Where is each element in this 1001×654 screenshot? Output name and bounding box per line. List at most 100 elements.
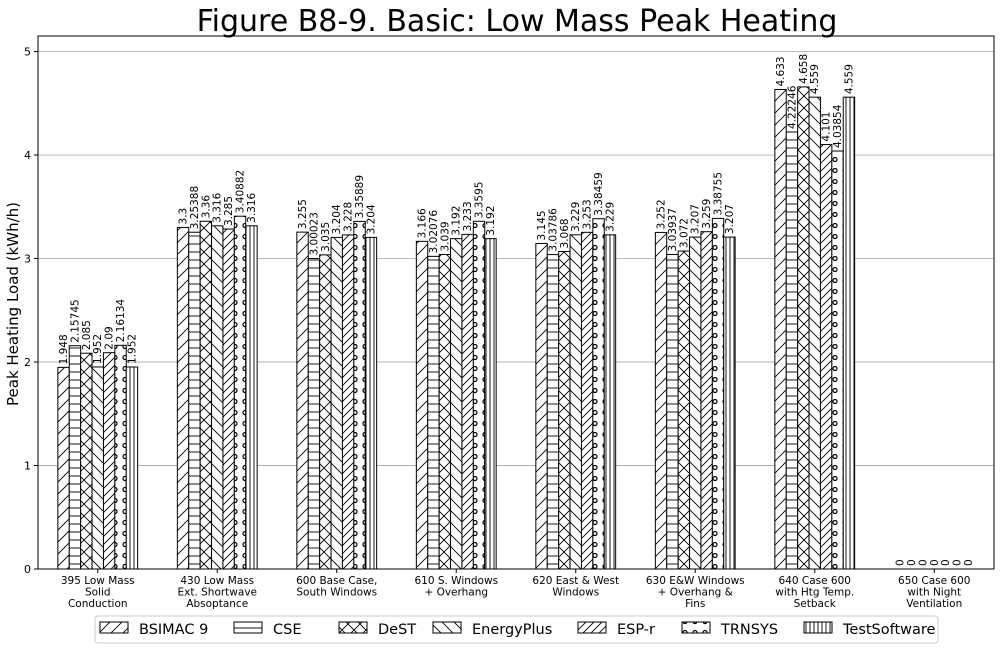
data-labels: 1.948 3.3 3.255 3.166 3.145 3.252 4.633 0 2.1574… <box>58 54 975 566</box>
bar <box>535 243 548 570</box>
y-tick-label: 2 <box>24 356 31 369</box>
bar <box>125 366 139 570</box>
legend-swatch <box>803 621 833 634</box>
data-label: 3.00023 <box>308 212 320 255</box>
bar <box>666 253 679 570</box>
data-label: 3.255 <box>297 199 309 229</box>
bar <box>700 231 713 570</box>
bar <box>211 225 224 570</box>
x-tick-label: Windows <box>552 587 599 599</box>
x-tick-label: 430 Low Mass <box>180 575 254 587</box>
data-label: 0 <box>929 559 941 566</box>
data-label: 3.259 <box>701 199 713 229</box>
legend-swatch <box>432 621 462 634</box>
data-label: 3.035 <box>320 222 332 252</box>
bar <box>91 366 104 570</box>
bar <box>580 231 594 570</box>
bar <box>307 257 321 570</box>
data-label: 4.658 <box>798 54 810 84</box>
x-tick-label: + Overhang & <box>658 587 733 599</box>
y-tick-label: 4 <box>24 149 31 162</box>
data-label: 0 <box>952 559 964 566</box>
data-label: 3.38459 <box>593 172 605 215</box>
x-tick-label: Conduction <box>68 598 128 610</box>
bars <box>57 86 856 570</box>
bar <box>114 344 127 570</box>
bar <box>353 220 366 570</box>
bar <box>819 144 833 570</box>
bar <box>711 217 725 570</box>
data-label: 3.3 <box>178 208 190 225</box>
bar <box>797 86 810 570</box>
data-label: 3.204 <box>365 204 377 234</box>
legend-label: DeST <box>378 622 416 638</box>
data-label: 3.068 <box>559 218 571 248</box>
bar <box>558 250 571 570</box>
data-label: 4.559 <box>809 64 821 94</box>
legend-swatch <box>681 621 711 634</box>
data-label: 3.229 <box>604 202 616 232</box>
data-label: 0 <box>940 559 952 566</box>
legend-swatch <box>577 621 607 634</box>
bar <box>785 131 799 570</box>
data-label: 3.38755 <box>713 172 725 215</box>
bar <box>677 250 691 570</box>
bar <box>654 231 668 570</box>
legend-label: TestSoftware <box>842 622 936 638</box>
bar <box>450 238 463 570</box>
x-tick-label: 650 Case 600 <box>898 575 970 587</box>
bar <box>176 226 190 570</box>
x-tick-label: with Night <box>907 587 961 599</box>
x-tick-label: 640 Case 600 <box>779 575 851 587</box>
bar <box>68 345 82 570</box>
data-label: 0 <box>963 559 975 566</box>
data-label: 3.03937 <box>667 208 679 251</box>
data-label: 3.316 <box>212 192 224 222</box>
data-label: 3.207 <box>690 204 702 234</box>
x-tick-label: 620 East & West <box>532 575 619 587</box>
data-label: 4.633 <box>775 56 787 86</box>
legend-label: BSIMAC 9 <box>139 622 208 638</box>
y-tick-label: 5 <box>24 46 31 59</box>
data-label: 3.36 <box>200 195 212 219</box>
bar <box>831 150 844 570</box>
bar <box>723 236 736 570</box>
data-label: 1.948 <box>58 334 70 364</box>
bar <box>80 352 93 570</box>
bar <box>341 234 355 570</box>
bar <box>102 352 116 570</box>
legend-swatch <box>338 621 368 634</box>
bar <box>364 236 378 570</box>
data-label: 1.952 <box>126 334 138 364</box>
bar <box>319 254 332 570</box>
x-tick-label: with Htg Temp. <box>775 587 854 599</box>
x-tick-label: Fins <box>685 598 705 610</box>
legend: BSIMAC 9 CSE DeST EnergyPlus ESP-r TRNSYS Test… <box>94 615 939 644</box>
bar <box>199 220 213 570</box>
data-label: 3.253 <box>582 199 594 229</box>
data-label: 4.22246 <box>786 85 798 129</box>
bar <box>245 225 258 570</box>
data-label: 3.072 <box>678 218 690 248</box>
data-label: 2.15745 <box>69 299 81 342</box>
bar <box>689 236 702 570</box>
bar <box>546 254 560 570</box>
data-label: 2.09 <box>104 326 116 349</box>
data-label: 0 <box>906 559 918 566</box>
legend-label: EnergyPlus <box>472 622 552 638</box>
data-label: 4.559 <box>843 64 855 94</box>
x-tick-label: 395 Low Mass <box>61 575 135 587</box>
x-tick-label: 610 S. Windows <box>414 575 498 587</box>
data-label: 4.101 <box>821 112 833 142</box>
bar <box>808 96 821 570</box>
y-tick-label: 3 <box>24 253 31 266</box>
bar <box>484 238 497 570</box>
bar <box>569 234 582 570</box>
data-label: 2.16134 <box>115 299 127 343</box>
x-tick-label: 600 Base Case, <box>296 575 377 587</box>
bar <box>842 96 856 570</box>
bar <box>296 231 309 570</box>
data-label: 3.204 <box>331 204 343 234</box>
